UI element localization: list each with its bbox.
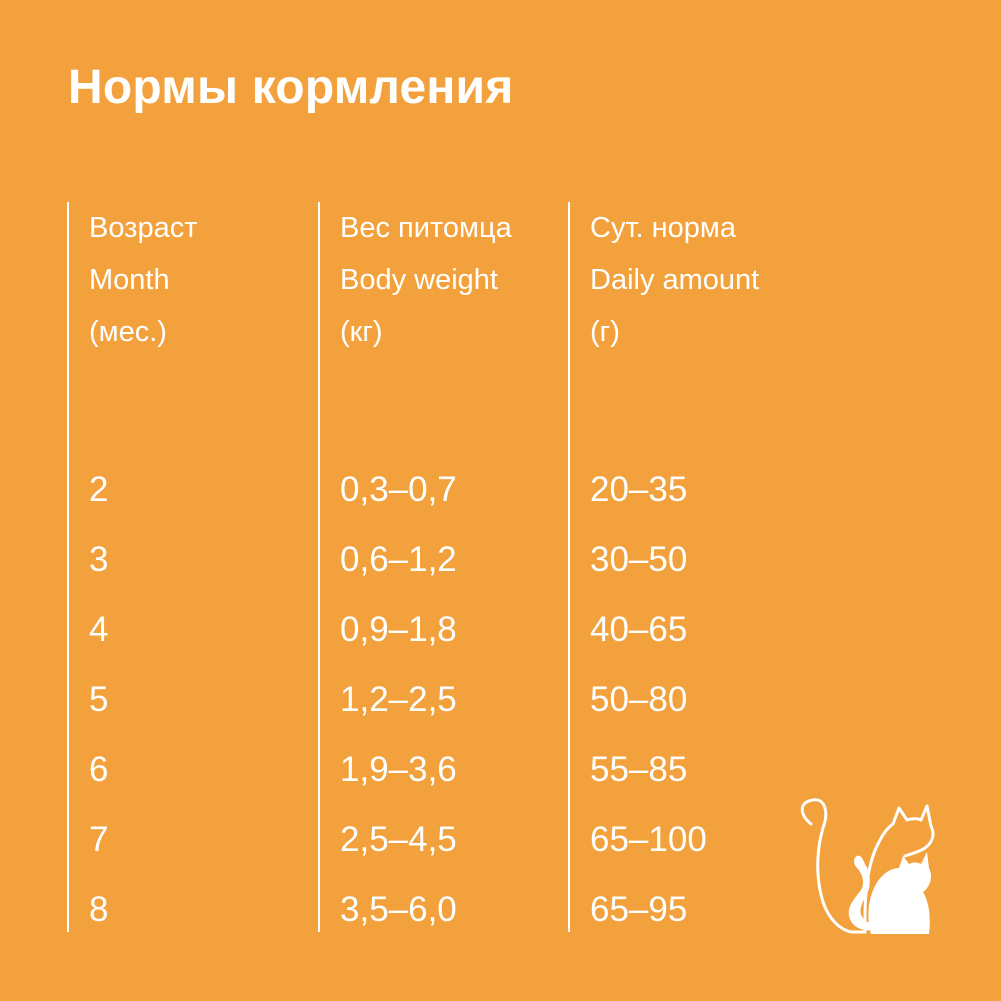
column-age: Возраст Month (мес.) 2 3 4 5 6 7 8 xyxy=(67,202,314,932)
age-cell: 2 xyxy=(89,470,109,509)
header-unit: (кг) xyxy=(340,316,383,348)
header-label-en: Daily amount xyxy=(590,264,760,296)
weight-cell: 1,9–3,6 xyxy=(340,750,457,789)
column-daily-amount-header: Сут. норма Daily amount (г) xyxy=(590,202,759,358)
column-body-weight-values: 0,3–0,7 0,6–1,2 0,9–1,8 1,2–2,5 1,9–3,6 … xyxy=(340,465,457,955)
weight-cell: 0,9–1,8 xyxy=(340,610,457,649)
age-cell: 8 xyxy=(89,890,109,929)
amount-cell: 50–80 xyxy=(590,680,688,719)
age-cell: 3 xyxy=(89,540,109,579)
two-cats-icon xyxy=(795,798,935,936)
column-daily-amount-values: 20–35 30–50 40–65 50–80 55–85 65–100 65–… xyxy=(590,465,707,955)
amount-cell: 65–95 xyxy=(590,890,688,929)
weight-cell: 0,6–1,2 xyxy=(340,540,457,579)
header-label-ru: Сут. норма xyxy=(590,212,736,244)
amount-cell: 65–100 xyxy=(590,820,707,859)
page-title: Нормы кормления xyxy=(68,61,514,114)
weight-cell: 0,3–0,7 xyxy=(340,470,457,509)
amount-cell: 20–35 xyxy=(590,470,688,509)
column-age-header: Возраст Month (мес.) xyxy=(89,202,197,358)
header-unit: (г) xyxy=(590,316,620,348)
age-cell: 6 xyxy=(89,750,109,789)
weight-cell: 1,2–2,5 xyxy=(340,680,457,719)
header-label-en: Month xyxy=(89,264,170,296)
column-daily-amount: Сут. норма Daily amount (г) 20–35 30–50 … xyxy=(568,202,815,932)
weight-cell: 3,5–6,0 xyxy=(340,890,457,929)
column-age-values: 2 3 4 5 6 7 8 xyxy=(89,465,108,955)
age-cell: 5 xyxy=(89,680,109,719)
column-body-weight: Вес питомца Body weight (кг) 0,3–0,7 0,6… xyxy=(318,202,565,932)
column-body-weight-header: Вес питомца Body weight (кг) xyxy=(340,202,512,358)
amount-cell: 55–85 xyxy=(590,750,688,789)
header-label-en: Body weight xyxy=(340,264,498,296)
age-cell: 4 xyxy=(89,610,109,649)
amount-cell: 40–65 xyxy=(590,610,688,649)
weight-cell: 2,5–4,5 xyxy=(340,820,457,859)
header-unit: (мес.) xyxy=(89,316,167,348)
age-cell: 7 xyxy=(89,820,109,859)
amount-cell: 30–50 xyxy=(590,540,688,579)
header-label-ru: Вес питомца xyxy=(340,212,512,244)
header-label-ru: Возраст xyxy=(89,212,198,244)
